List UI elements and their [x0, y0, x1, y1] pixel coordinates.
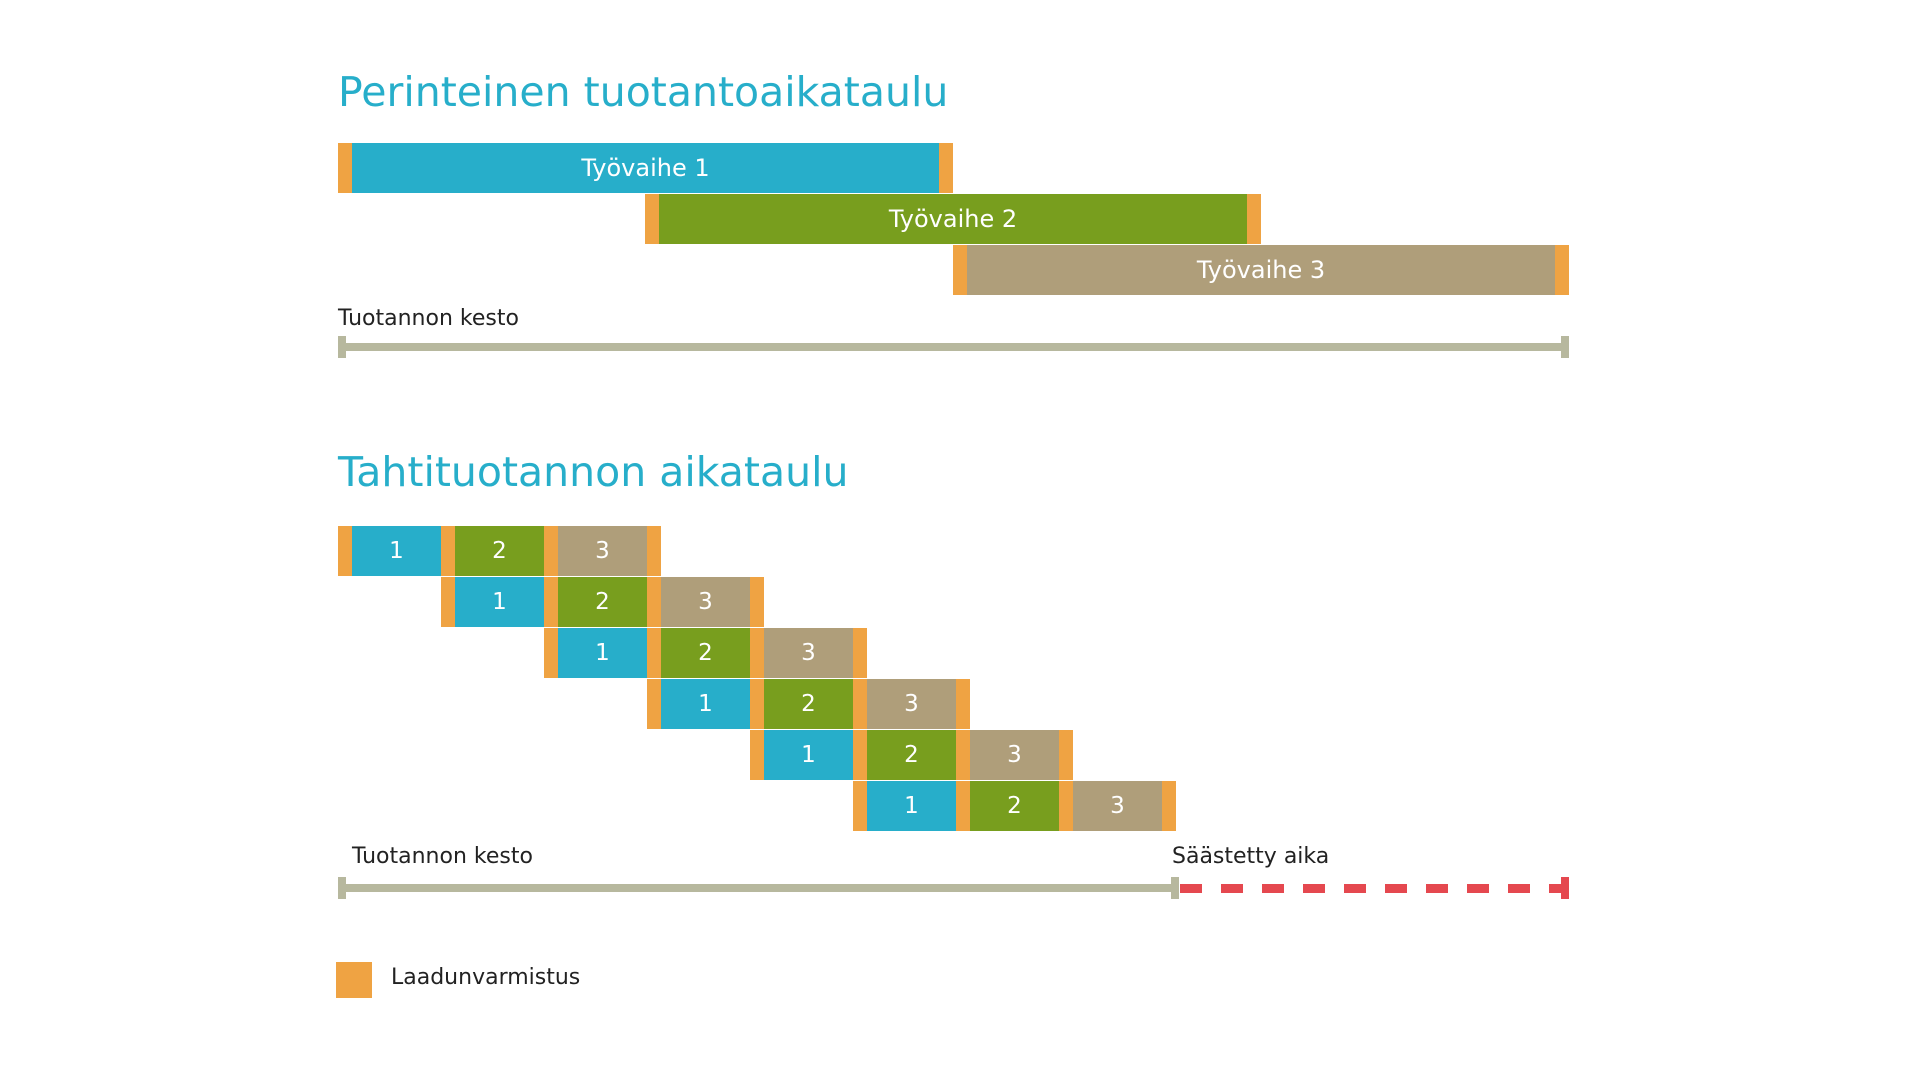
takt-cell-phase-2: 2 — [970, 781, 1059, 831]
takt-cell-phase-2: 2 — [455, 526, 544, 576]
takt-cell-phase-3: 3 — [867, 679, 956, 729]
quality-check-marker — [647, 679, 661, 729]
takt-cell-phase-1: 1 — [455, 577, 544, 627]
takt-cell-phase-1: 1 — [867, 781, 956, 831]
quality-check-marker — [956, 679, 970, 729]
duration-line-start-cap — [338, 877, 346, 899]
quality-check-marker — [544, 577, 558, 627]
takt-cell-phase-2: 2 — [764, 679, 853, 729]
quality-check-marker — [750, 628, 764, 678]
takt-cell-phase-3: 3 — [661, 577, 750, 627]
quality-check-marker — [939, 143, 953, 193]
quality-check-marker — [953, 245, 967, 295]
phase-3-bar: Työvaihe 3 — [967, 245, 1555, 295]
takt-cell-phase-3: 3 — [764, 628, 853, 678]
takt-schedule-title: Tahtituotannon aikataulu — [338, 448, 849, 496]
phase-2-bar: Työvaihe 2 — [659, 194, 1247, 244]
takt-cell-phase-2: 2 — [558, 577, 647, 627]
takt-cell-phase-1: 1 — [661, 679, 750, 729]
quality-check-marker — [853, 730, 867, 780]
quality-check-marker — [1162, 781, 1176, 831]
quality-check-marker — [441, 577, 455, 627]
traditional-duration-line — [338, 343, 1568, 351]
takt-cell-phase-3: 3 — [1073, 781, 1162, 831]
saved-time-label: Säästetty aika — [1172, 844, 1330, 869]
quality-check-marker — [1059, 730, 1073, 780]
duration-line-end-cap — [1171, 877, 1179, 899]
saved-time-end-cap — [1561, 877, 1569, 899]
quality-check-marker — [647, 628, 661, 678]
quality-check-marker — [1555, 245, 1569, 295]
duration-line-start-cap — [338, 336, 346, 358]
quality-check-marker — [1059, 781, 1073, 831]
takt-duration-line — [338, 884, 1176, 892]
takt-cell-phase-1: 1 — [764, 730, 853, 780]
quality-check-marker — [645, 194, 659, 244]
takt-cell-phase-3: 3 — [970, 730, 1059, 780]
quality-check-marker — [441, 526, 455, 576]
takt-cell-phase-2: 2 — [867, 730, 956, 780]
quality-check-marker — [647, 526, 661, 576]
takt-cell-phase-1: 1 — [352, 526, 441, 576]
quality-check-marker — [853, 628, 867, 678]
quality-check-marker — [750, 730, 764, 780]
legend-swatch-quality-assurance — [336, 962, 372, 998]
phase-1-bar: Työvaihe 1 — [352, 143, 939, 193]
takt-cell-phase-2: 2 — [661, 628, 750, 678]
traditional-schedule-title: Perinteinen tuotantoaikataulu — [338, 68, 949, 116]
quality-check-marker — [544, 628, 558, 678]
legend-label: Laadunvarmistus — [391, 965, 581, 990]
duration-line-end-cap — [1561, 336, 1569, 358]
quality-check-marker — [853, 781, 867, 831]
quality-check-marker — [956, 781, 970, 831]
quality-check-marker — [750, 679, 764, 729]
saved-time-dashed-line — [1180, 884, 1561, 893]
quality-check-marker — [338, 526, 352, 576]
quality-check-marker — [1247, 194, 1261, 244]
quality-check-marker — [956, 730, 970, 780]
quality-check-marker — [750, 577, 764, 627]
traditional-duration-label: Tuotannon kesto — [338, 306, 519, 331]
quality-check-marker — [544, 526, 558, 576]
quality-check-marker — [647, 577, 661, 627]
takt-cell-phase-3: 3 — [558, 526, 647, 576]
quality-check-marker — [853, 679, 867, 729]
quality-check-marker — [338, 143, 352, 193]
takt-duration-label: Tuotannon kesto — [352, 844, 533, 869]
takt-cell-phase-1: 1 — [558, 628, 647, 678]
